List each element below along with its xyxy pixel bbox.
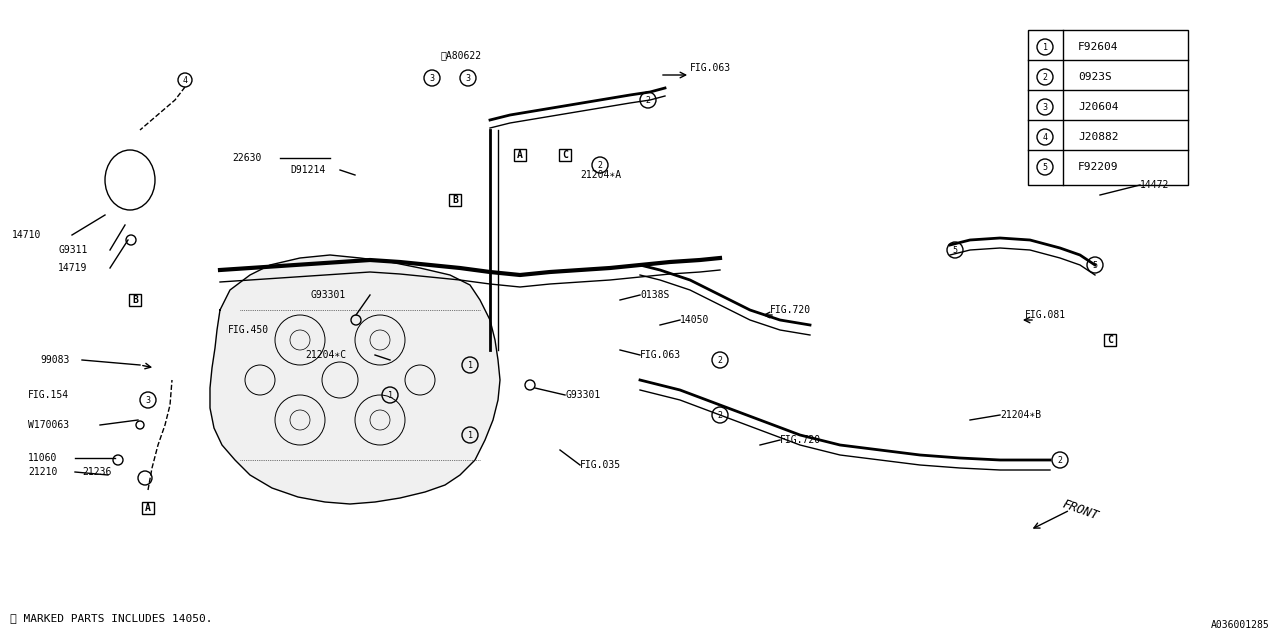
Text: 99083: 99083 xyxy=(40,355,69,365)
Text: 5: 5 xyxy=(1093,260,1097,269)
Text: 1: 1 xyxy=(467,360,472,369)
Text: W170063: W170063 xyxy=(28,420,69,430)
Text: 0138S: 0138S xyxy=(640,290,669,300)
Text: 5: 5 xyxy=(952,246,957,255)
Text: 14719: 14719 xyxy=(58,263,87,273)
Text: D91214: D91214 xyxy=(291,165,325,175)
Text: FIG.720: FIG.720 xyxy=(771,305,812,315)
Polygon shape xyxy=(210,255,500,504)
Text: FIG.035: FIG.035 xyxy=(580,460,621,470)
Text: FIG.450: FIG.450 xyxy=(228,325,269,335)
Text: 11060: 11060 xyxy=(28,453,58,463)
Text: 2: 2 xyxy=(598,161,603,170)
Text: 21204∗C: 21204∗C xyxy=(305,350,346,360)
Text: FRONT: FRONT xyxy=(1060,497,1100,522)
Text: 3: 3 xyxy=(146,396,151,404)
Text: 3: 3 xyxy=(466,74,471,83)
Text: J20604: J20604 xyxy=(1078,102,1119,112)
Bar xyxy=(142,502,154,514)
Text: C: C xyxy=(1107,335,1112,345)
Text: F92604: F92604 xyxy=(1078,42,1119,52)
Text: 1: 1 xyxy=(467,431,472,440)
Text: 14710: 14710 xyxy=(12,230,41,240)
Text: 1: 1 xyxy=(388,390,393,399)
Bar xyxy=(1103,334,1116,346)
Text: J20882: J20882 xyxy=(1078,132,1119,142)
Bar xyxy=(1028,30,1188,185)
Text: A: A xyxy=(145,503,151,513)
Text: 2: 2 xyxy=(718,410,722,419)
Text: 14472: 14472 xyxy=(1140,180,1170,190)
Text: FIG.063: FIG.063 xyxy=(690,63,731,73)
Text: ※A80622: ※A80622 xyxy=(440,50,481,60)
Text: 21204∗A: 21204∗A xyxy=(580,170,621,180)
Text: 2: 2 xyxy=(1057,456,1062,465)
Text: 3: 3 xyxy=(430,74,434,83)
Text: 3: 3 xyxy=(1042,102,1047,111)
Text: 21236: 21236 xyxy=(82,467,111,477)
Text: 21204∗B: 21204∗B xyxy=(1000,410,1041,420)
Text: 2: 2 xyxy=(645,95,650,104)
Text: 1: 1 xyxy=(1042,42,1047,51)
Bar xyxy=(515,149,526,161)
Text: G93301: G93301 xyxy=(310,290,346,300)
Text: F92209: F92209 xyxy=(1078,162,1119,172)
Text: G93301: G93301 xyxy=(564,390,600,400)
Text: 2: 2 xyxy=(1042,72,1047,81)
Text: FIG.154: FIG.154 xyxy=(28,390,69,400)
Text: 4: 4 xyxy=(1042,132,1047,141)
Text: FIG.720: FIG.720 xyxy=(780,435,822,445)
Text: 2: 2 xyxy=(718,355,722,365)
Bar xyxy=(129,294,141,306)
Text: A036001285: A036001285 xyxy=(1211,620,1270,630)
Text: FIG.063: FIG.063 xyxy=(640,350,681,360)
Text: B: B xyxy=(132,295,138,305)
Text: 4: 4 xyxy=(183,76,187,84)
Text: B: B xyxy=(452,195,458,205)
Text: A: A xyxy=(517,150,524,160)
Text: C: C xyxy=(562,150,568,160)
Text: 21210: 21210 xyxy=(28,467,58,477)
Text: G9311: G9311 xyxy=(58,245,87,255)
Text: 14050: 14050 xyxy=(680,315,709,325)
Text: FIG.081: FIG.081 xyxy=(1025,310,1066,320)
Text: 22630: 22630 xyxy=(232,153,261,163)
Bar xyxy=(559,149,571,161)
Text: 5: 5 xyxy=(1042,163,1047,172)
Text: 0923S: 0923S xyxy=(1078,72,1112,82)
Text: ※ MARKED PARTS INCLUDES 14050.: ※ MARKED PARTS INCLUDES 14050. xyxy=(10,613,212,623)
Bar xyxy=(449,194,461,206)
